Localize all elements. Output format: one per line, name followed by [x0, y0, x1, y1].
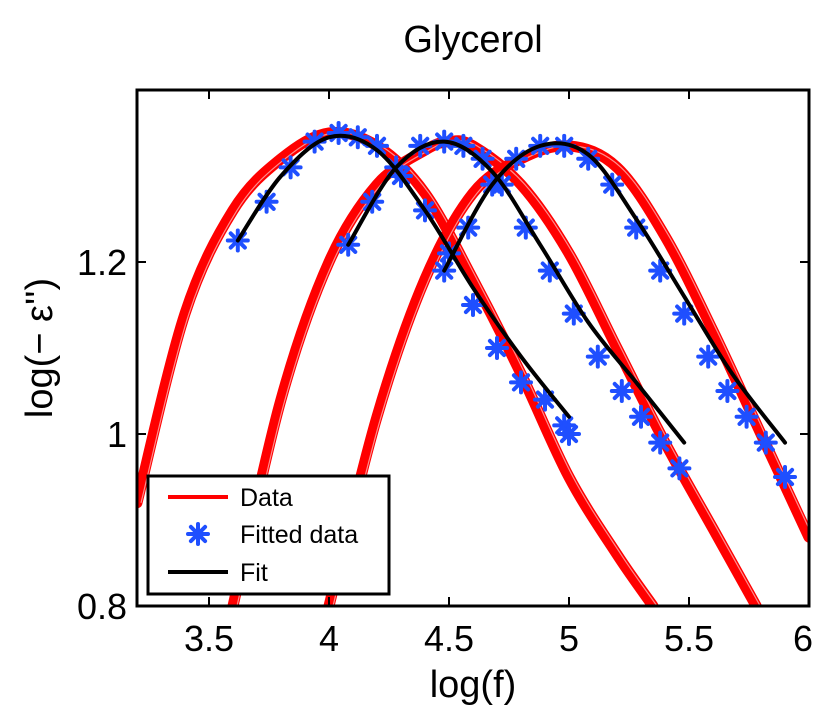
axis-ticks: 3.5 4 4.5 5 5.5 6 0.8 1 1.2: [77, 90, 813, 659]
x-tick-label: 3.5: [184, 618, 234, 659]
chart-title: Glycerol: [403, 19, 542, 61]
fitted-point-3-14: [734, 404, 759, 429]
fitted-point-2-13: [609, 379, 634, 403]
fitted-point-1-16: [557, 422, 581, 446]
fitted-point-2-7: [470, 146, 495, 171]
fitted-point-3-6: [552, 133, 577, 158]
legend-label-fitted-data: Fitted data: [240, 521, 358, 549]
plot-area: [137, 121, 809, 606]
fitted-point-3-13: [715, 379, 740, 403]
legend-fitted-asterisk: [186, 522, 210, 546]
fitted-point-2-16: [667, 456, 692, 481]
fitted-point-1-13: [509, 370, 533, 395]
x-tick-label: 5.5: [664, 618, 714, 659]
fitted-point-2-12: [585, 344, 610, 369]
fitted-point-3-16: [773, 465, 797, 489]
legend: Data Fitted data Fit: [146, 474, 391, 596]
legend-label-fit: Fit: [240, 559, 268, 587]
x-axis-label: log(f): [430, 664, 517, 706]
x-tick-label: 6: [793, 618, 813, 659]
x-tick-label: 4.5: [424, 618, 474, 659]
y-axis-label: log(− ε''): [19, 278, 61, 418]
fitted-point-2-14: [629, 404, 653, 429]
fitted-point-3-15: [753, 430, 778, 455]
fitted-point-1-12: [485, 336, 509, 360]
fit-curve-3: [442, 141, 787, 445]
fit-curve-2: [346, 139, 687, 445]
axes-frame: [135, 88, 811, 608]
x-tick-label: 4: [319, 618, 339, 659]
fitted-point-1-5: [326, 121, 351, 145]
fitted-point-3-11: [672, 301, 697, 326]
legend-fitted-marker: [186, 522, 210, 546]
fitted-point-1-11: [461, 293, 485, 317]
fitted-point-1-14: [533, 387, 557, 412]
fitted-point-3-12: [696, 344, 721, 369]
fit-curve-1: [235, 133, 571, 419]
y-tick-label: 1.2: [77, 242, 127, 283]
legend-label-data: Data: [240, 484, 293, 512]
y-tick-label: 0.8: [77, 586, 127, 627]
y-tick-label: 1: [107, 414, 127, 455]
x-tick-label: 5: [559, 618, 579, 659]
fitted-point-2-15: [648, 430, 673, 455]
